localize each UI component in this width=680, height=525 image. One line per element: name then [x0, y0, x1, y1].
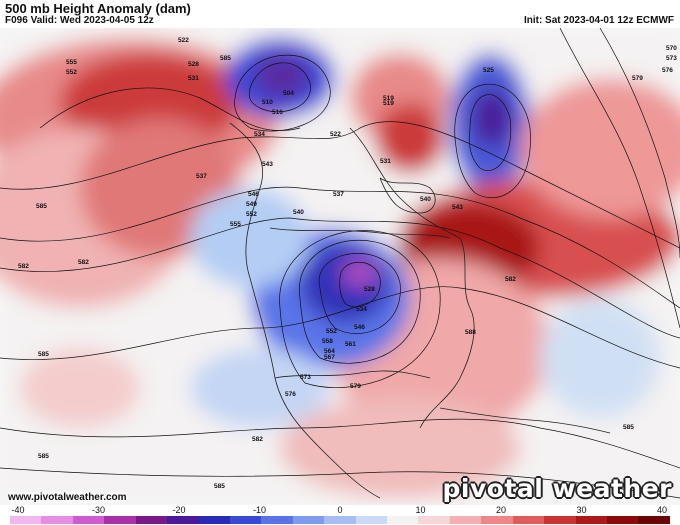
contour-label: 576 — [662, 67, 673, 74]
colorbar-segment — [575, 516, 608, 524]
colorbar-segment — [544, 516, 576, 524]
contour-label: 552 — [66, 69, 77, 76]
contour-label: 585 — [623, 424, 634, 431]
contour-label: 516 — [272, 109, 283, 116]
contour-label: 567 — [324, 354, 335, 361]
contour-label: 585 — [38, 351, 49, 358]
colorbar-segment — [135, 516, 168, 524]
map-title: 500 mb Height Anomaly (dam) — [5, 1, 191, 16]
contour-label: 528 — [364, 286, 375, 293]
contour-label: 537 — [196, 173, 207, 180]
colorbar-tick-label: -10 — [252, 505, 267, 515]
brand-logo: pivotal weather — [442, 474, 672, 503]
colorbar-tick-label: 30 — [576, 505, 587, 515]
colorbar-segment — [104, 516, 136, 524]
contour-label: 525 — [483, 67, 494, 74]
contour-label: 522 — [178, 37, 189, 44]
colorbar-segment — [167, 516, 199, 524]
contour-label: 555 — [66, 59, 77, 66]
contour-label: 585 — [220, 55, 231, 62]
contour-label: 576 — [285, 391, 296, 398]
colorbar-segment — [229, 516, 262, 524]
contour-label: 582 — [252, 436, 263, 443]
contour-label: 543 — [452, 204, 463, 211]
contour-label: 534 — [254, 131, 265, 138]
contour-label: 540 — [420, 196, 431, 203]
contour-label: 564 — [324, 348, 335, 355]
colorbar-segment — [10, 516, 42, 524]
contour-label: 552 — [326, 328, 337, 335]
colorbar-segment — [481, 516, 513, 524]
colorbar-tick-label: -20 — [172, 505, 186, 515]
colorbar-tick-label: -30 — [91, 505, 106, 515]
colorbar-strip — [10, 516, 670, 524]
header: 500 mb Height Anomaly (dam) F096 Valid: … — [0, 0, 680, 28]
contour-label: 579 — [350, 383, 361, 390]
colorbar-tick-label: 40 — [656, 505, 668, 515]
contour-label: 540 — [293, 209, 304, 216]
contour-label: 537 — [333, 191, 344, 198]
contour-label: 570 — [666, 45, 677, 52]
contour-label: 543 — [262, 161, 273, 168]
colorbar-segment — [387, 516, 419, 524]
colorbar-segment — [72, 516, 105, 524]
coastlines — [229, 122, 611, 499]
contour-label: 552 — [246, 211, 257, 218]
height-contours — [0, 28, 680, 499]
contour-label: 582 — [18, 263, 29, 270]
init-time: Init: Sat 2023-04-01 12z ECMWF — [523, 15, 674, 26]
contour-label: 549 — [246, 201, 257, 208]
contour-label: 519 — [383, 100, 394, 107]
contour-label: 588 — [465, 329, 476, 336]
colorbar-segment — [418, 516, 450, 524]
contour-label: 582 — [78, 259, 89, 266]
contour-label: 582 — [505, 276, 516, 283]
colorbar-segment — [449, 516, 482, 524]
colorbar-segment — [607, 516, 639, 524]
colorbar-segment — [198, 516, 230, 524]
contour-label: 531 — [188, 75, 199, 82]
contour-label: 531 — [380, 158, 391, 165]
website-label: www.pivotalweather.com — [8, 492, 127, 503]
contour-label: 585 — [214, 483, 225, 490]
valid-time: F096 Valid: Wed 2023-04-05 12z — [5, 15, 154, 26]
contour-label: 522 — [330, 131, 341, 138]
contour-label: 561 — [345, 341, 356, 348]
colorbar-segment — [261, 516, 293, 524]
contour-label: 528 — [188, 61, 199, 68]
colorbar-segment — [41, 516, 73, 524]
colorbar-segment — [355, 516, 388, 524]
colorbar-segment — [292, 516, 325, 524]
colorbar-segment — [638, 516, 670, 524]
colorbar-tick-label: 10 — [415, 505, 426, 515]
contour-label: 573 — [300, 374, 311, 381]
contour-label: 519 — [383, 95, 394, 102]
contour-label: 555 — [230, 221, 241, 228]
anomaly-shading — [0, 28, 680, 505]
contour-label: 585 — [38, 453, 49, 460]
colorbar-tick-label: -40 — [11, 505, 25, 515]
contour-label: 546 — [248, 191, 259, 198]
contour-label: 585 — [36, 203, 47, 210]
map-svg: 522 528 531 555 552 504 510 516 519 525 570 573 576 5… — [0, 28, 680, 505]
colorbar: -40 -30 -20 -10 0 10 20 30 40 — [0, 505, 680, 525]
colorbar-segment — [512, 516, 545, 524]
contour-label: 504 — [283, 90, 294, 97]
colorbar-tick-label: 0 — [337, 505, 343, 515]
colorbar-tick-label: 20 — [495, 505, 507, 515]
contour-label: 579 — [632, 75, 643, 82]
contour-label: 510 — [262, 99, 273, 106]
contour-label: 546 — [354, 324, 365, 331]
anomaly-map: 522 528 531 555 552 504 510 516 519 525 570 573 576 5… — [0, 28, 680, 505]
contour-label: 558 — [322, 338, 333, 345]
contour-labels: 522 528 531 555 552 504 510 516 519 525 570 573 576 5… — [18, 37, 677, 490]
colorbar-segment — [324, 516, 356, 524]
contour-label: 573 — [666, 55, 677, 62]
contour-label: 534 — [356, 306, 367, 313]
